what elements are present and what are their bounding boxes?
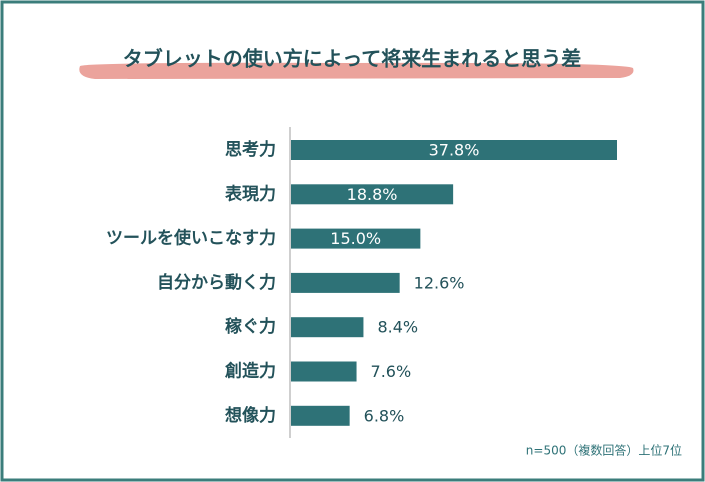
title-highlight — [79, 62, 634, 79]
value-label: 6.8% — [364, 406, 405, 425]
value-label: 12.6% — [414, 273, 465, 292]
value-label: 7.6% — [371, 362, 412, 381]
category-label: 稼ぐ力 — [225, 316, 276, 337]
category-label: ツールを使いこなす力 — [106, 228, 276, 249]
bar — [291, 361, 357, 382]
value-label: 15.0% — [330, 229, 381, 248]
value-label: 37.8% — [429, 141, 480, 160]
bar — [291, 405, 350, 426]
category-label: 創造力 — [224, 361, 276, 382]
footnote: n=500（複数回答）上位7位 — [526, 443, 682, 458]
category-label: 表現力 — [225, 183, 276, 204]
value-label: 8.4% — [377, 318, 418, 337]
bar — [291, 272, 400, 293]
category-label: 思考力 — [225, 139, 276, 160]
chart-title: タブレットの使い方によって将来生まれると思う差 — [123, 47, 581, 71]
bar — [291, 140, 617, 160]
value-label: 18.8% — [347, 185, 398, 204]
category-label: 自分から動く力 — [157, 272, 276, 293]
bar — [291, 184, 454, 205]
bar — [291, 228, 421, 249]
category-label: 想像力 — [225, 405, 276, 426]
bar — [291, 317, 364, 338]
